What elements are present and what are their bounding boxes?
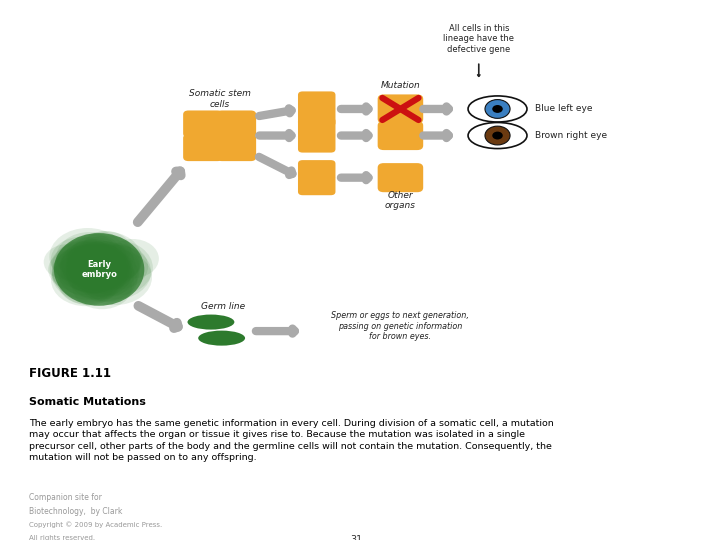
Text: FIGURE 1.11: FIGURE 1.11 [29, 367, 111, 380]
Circle shape [67, 241, 120, 281]
Circle shape [66, 234, 117, 272]
Circle shape [56, 232, 122, 282]
Circle shape [78, 244, 125, 279]
Circle shape [68, 231, 142, 287]
FancyBboxPatch shape [298, 106, 336, 126]
Circle shape [66, 248, 134, 299]
Circle shape [78, 240, 153, 296]
Ellipse shape [485, 126, 510, 145]
Text: Copyright © 2009 by Academic Press.: Copyright © 2009 by Academic Press. [29, 521, 162, 528]
Circle shape [63, 252, 117, 293]
Ellipse shape [187, 314, 235, 329]
Circle shape [66, 254, 118, 294]
Text: All rights reserved.: All rights reserved. [29, 535, 95, 540]
Ellipse shape [198, 330, 245, 346]
FancyBboxPatch shape [183, 134, 222, 161]
Circle shape [84, 249, 132, 286]
FancyBboxPatch shape [183, 111, 222, 138]
Circle shape [60, 247, 112, 286]
Circle shape [65, 244, 114, 281]
Circle shape [76, 249, 130, 290]
Circle shape [55, 241, 130, 298]
Circle shape [52, 246, 127, 302]
Ellipse shape [468, 123, 527, 148]
Circle shape [66, 242, 129, 289]
Text: The early embryo has the same genetic information in every cell. During division: The early embryo has the same genetic in… [29, 419, 554, 462]
Ellipse shape [468, 96, 527, 122]
FancyBboxPatch shape [378, 94, 423, 124]
Circle shape [71, 235, 141, 287]
FancyBboxPatch shape [298, 175, 336, 195]
Circle shape [69, 241, 135, 291]
Text: Companion site for: Companion site for [29, 494, 102, 502]
Circle shape [66, 251, 123, 293]
Text: Somatic Mutations: Somatic Mutations [29, 396, 145, 407]
Circle shape [68, 249, 139, 301]
Circle shape [55, 237, 130, 293]
Ellipse shape [492, 105, 503, 113]
Circle shape [50, 228, 126, 286]
Circle shape [53, 245, 126, 300]
FancyBboxPatch shape [378, 121, 423, 150]
Circle shape [71, 245, 140, 296]
Circle shape [53, 240, 120, 291]
FancyBboxPatch shape [298, 118, 336, 138]
Text: All cells in this
lineage have the
defective gene: All cells in this lineage have the defec… [444, 24, 514, 53]
FancyBboxPatch shape [298, 91, 336, 111]
Text: Early
embryo: Early embryo [81, 260, 117, 279]
Text: Mutation: Mutation [381, 81, 420, 90]
Text: Brown right eye: Brown right eye [535, 131, 607, 140]
Text: Germ line: Germ line [201, 301, 245, 310]
Circle shape [69, 250, 132, 296]
Circle shape [67, 244, 126, 288]
Circle shape [44, 244, 91, 280]
Circle shape [58, 259, 119, 305]
Text: Somatic stem
cells: Somatic stem cells [189, 89, 251, 109]
FancyBboxPatch shape [298, 132, 336, 153]
Circle shape [78, 245, 151, 300]
Circle shape [86, 243, 148, 289]
Circle shape [56, 241, 105, 278]
Circle shape [52, 244, 127, 301]
Circle shape [71, 247, 122, 286]
Text: 31: 31 [350, 535, 362, 540]
Circle shape [69, 249, 129, 294]
Circle shape [81, 259, 138, 301]
Circle shape [72, 253, 126, 293]
Circle shape [94, 245, 142, 280]
Ellipse shape [485, 99, 510, 118]
Circle shape [67, 242, 117, 280]
FancyBboxPatch shape [298, 160, 336, 180]
Circle shape [61, 239, 128, 289]
Circle shape [60, 240, 123, 287]
Circle shape [51, 254, 120, 306]
Circle shape [59, 263, 114, 305]
Ellipse shape [54, 233, 144, 306]
Circle shape [50, 241, 121, 295]
Circle shape [66, 239, 121, 281]
Circle shape [73, 241, 131, 284]
Text: Sperm or eggs to next generation,
passing on genetic information
for brown eyes.: Sperm or eggs to next generation, passin… [331, 311, 469, 341]
Circle shape [72, 264, 132, 309]
Text: Other
organs: Other organs [385, 191, 416, 210]
Circle shape [86, 242, 140, 283]
Circle shape [48, 249, 104, 291]
Circle shape [50, 237, 113, 284]
FancyBboxPatch shape [378, 163, 423, 192]
Circle shape [81, 231, 131, 268]
Circle shape [78, 249, 152, 305]
Circle shape [71, 234, 133, 281]
Circle shape [107, 239, 159, 278]
Circle shape [60, 244, 125, 293]
FancyBboxPatch shape [217, 111, 256, 138]
Text: Blue left eye: Blue left eye [535, 104, 593, 113]
Circle shape [68, 246, 114, 281]
Text: Biotechnology,  by Clark: Biotechnology, by Clark [29, 507, 122, 516]
Circle shape [84, 264, 135, 302]
Circle shape [58, 244, 132, 299]
Ellipse shape [492, 132, 503, 139]
FancyBboxPatch shape [217, 134, 256, 161]
Circle shape [81, 252, 132, 290]
Circle shape [78, 244, 140, 290]
